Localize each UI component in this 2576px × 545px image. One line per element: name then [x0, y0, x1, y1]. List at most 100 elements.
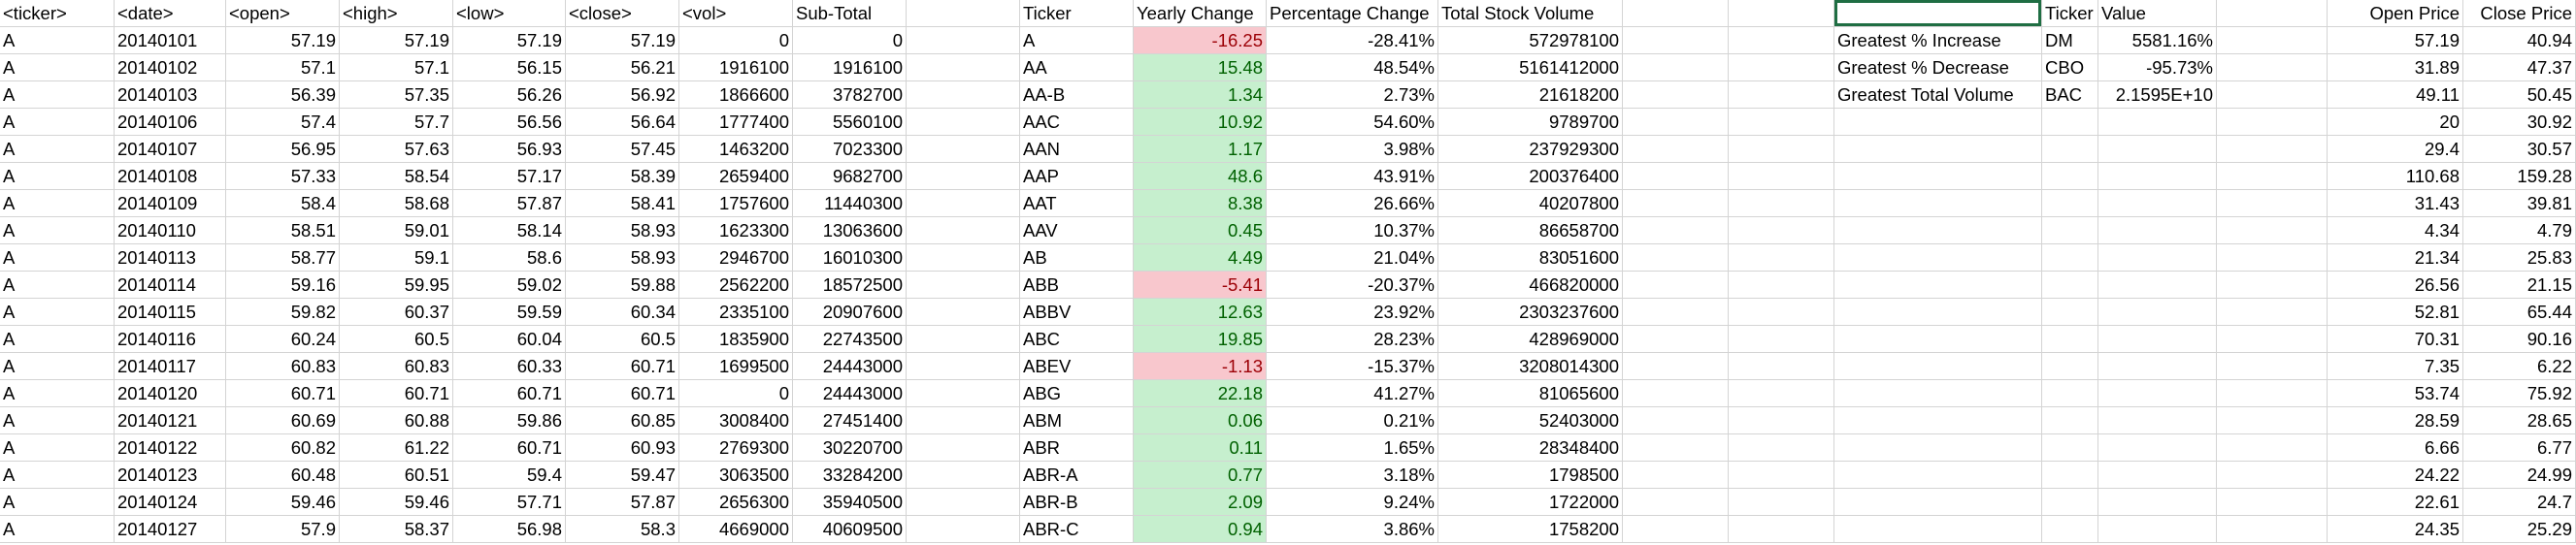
summary-header-cell[interactable]: Total Stock Volume — [1438, 0, 1623, 27]
empty-cell[interactable] — [907, 0, 1020, 27]
stock-cell[interactable]: 60.69 — [226, 407, 340, 434]
empty-cell[interactable] — [1729, 190, 1834, 217]
empty-cell[interactable] — [2098, 190, 2217, 217]
summary-cell[interactable]: 48.54% — [1267, 54, 1438, 81]
stock-cell[interactable]: 20140115 — [115, 299, 226, 326]
empty-cell[interactable] — [2217, 54, 2328, 81]
stock-cell[interactable]: 20140108 — [115, 163, 226, 190]
stock-cell[interactable]: 4669000 — [679, 516, 793, 543]
stock-cell[interactable]: 57.63 — [340, 136, 453, 163]
selected-cell[interactable] — [1834, 0, 2042, 27]
empty-cell[interactable] — [2042, 244, 2098, 272]
stock-cell[interactable]: 20140107 — [115, 136, 226, 163]
empty-cell[interactable] — [2098, 163, 2217, 190]
stock-cell[interactable]: 20140106 — [115, 109, 226, 136]
stock-cell[interactable]: A — [0, 81, 115, 109]
empty-cell[interactable] — [1623, 244, 1729, 272]
stock-cell[interactable]: A — [0, 272, 115, 299]
empty-cell[interactable] — [2042, 272, 2098, 299]
empty-cell[interactable] — [1729, 326, 1834, 353]
stock-cell[interactable]: 0 — [679, 27, 793, 54]
stock-cell[interactable]: 57.71 — [453, 489, 566, 516]
empty-cell[interactable] — [2217, 109, 2328, 136]
stock-cell[interactable]: 1835900 — [679, 326, 793, 353]
empty-cell[interactable] — [907, 489, 1020, 516]
yearly-change-cell[interactable]: -16.25 — [1134, 27, 1267, 54]
stock-cell[interactable]: 1463200 — [679, 136, 793, 163]
summary-cell[interactable]: ABG — [1020, 380, 1134, 407]
greatest-header-cell[interactable]: Value — [2098, 0, 2217, 27]
empty-cell[interactable] — [1834, 489, 2042, 516]
stock-cell[interactable]: 60.5 — [566, 326, 679, 353]
price-cell[interactable]: 21.34 — [2328, 244, 2463, 272]
summary-cell[interactable]: AB — [1020, 244, 1134, 272]
stock-cell[interactable]: 59.95 — [340, 272, 453, 299]
summary-cell[interactable]: 23.92% — [1267, 299, 1438, 326]
stock-cell[interactable]: 58.93 — [566, 217, 679, 244]
yearly-change-cell[interactable]: 0.94 — [1134, 516, 1267, 543]
summary-cell[interactable]: AA — [1020, 54, 1134, 81]
stock-cell[interactable]: 60.82 — [226, 434, 340, 462]
empty-cell[interactable] — [907, 407, 1020, 434]
stock-cell[interactable]: 57.1 — [340, 54, 453, 81]
empty-cell[interactable] — [2217, 353, 2328, 380]
stock-cell[interactable]: 60.04 — [453, 326, 566, 353]
stock-cell[interactable]: A — [0, 407, 115, 434]
price-cell[interactable]: 24.35 — [2328, 516, 2463, 543]
greatest-cell[interactable]: 2.1595E+10 — [2098, 81, 2217, 109]
summary-cell[interactable]: 54.60% — [1267, 109, 1438, 136]
empty-cell[interactable] — [2042, 163, 2098, 190]
empty-cell[interactable] — [1729, 81, 1834, 109]
greatest-cell[interactable]: Greatest % Increase — [1834, 27, 2042, 54]
stock-cell[interactable]: 9682700 — [793, 163, 907, 190]
stock-cell[interactable]: 5560100 — [793, 109, 907, 136]
empty-cell[interactable] — [1623, 516, 1729, 543]
summary-cell[interactable]: -28.41% — [1267, 27, 1438, 54]
empty-cell[interactable] — [1729, 27, 1834, 54]
stock-cell[interactable]: A — [0, 434, 115, 462]
stock-cell[interactable]: A — [0, 136, 115, 163]
price-cell[interactable]: 70.31 — [2328, 326, 2463, 353]
greatest-header-cell[interactable]: Ticker — [2042, 0, 2098, 27]
empty-cell[interactable] — [1623, 462, 1729, 489]
summary-cell[interactable]: 2.73% — [1267, 81, 1438, 109]
empty-cell[interactable] — [2042, 326, 2098, 353]
empty-cell[interactable] — [1729, 217, 1834, 244]
stock-cell[interactable]: 59.02 — [453, 272, 566, 299]
price-cell[interactable]: 6.22 — [2463, 353, 2576, 380]
price-cell[interactable]: 4.34 — [2328, 217, 2463, 244]
stock-cell[interactable]: 59.82 — [226, 299, 340, 326]
empty-cell[interactable] — [907, 434, 1020, 462]
stock-cell[interactable]: 58.54 — [340, 163, 453, 190]
stock-cell[interactable]: A — [0, 299, 115, 326]
empty-cell[interactable] — [2217, 81, 2328, 109]
header-cell[interactable]: <low> — [453, 0, 566, 27]
stock-cell[interactable]: 59.86 — [453, 407, 566, 434]
summary-cell[interactable]: 200376400 — [1438, 163, 1623, 190]
empty-cell[interactable] — [2217, 272, 2328, 299]
stock-cell[interactable]: 60.88 — [340, 407, 453, 434]
empty-cell[interactable] — [907, 353, 1020, 380]
summary-cell[interactable]: 3208014300 — [1438, 353, 1623, 380]
price-cell[interactable]: 47.37 — [2463, 54, 2576, 81]
summary-cell[interactable]: 3.98% — [1267, 136, 1438, 163]
header-cell[interactable]: <date> — [115, 0, 226, 27]
empty-cell[interactable] — [1729, 407, 1834, 434]
stock-cell[interactable]: A — [0, 217, 115, 244]
yearly-change-cell[interactable]: 10.92 — [1134, 109, 1267, 136]
stock-cell[interactable]: 20140127 — [115, 516, 226, 543]
empty-cell[interactable] — [2098, 244, 2217, 272]
empty-cell[interactable] — [1834, 516, 2042, 543]
empty-cell[interactable] — [1729, 0, 1834, 27]
stock-cell[interactable]: 59.1 — [340, 244, 453, 272]
summary-cell[interactable]: 10.37% — [1267, 217, 1438, 244]
empty-cell[interactable] — [2217, 163, 2328, 190]
yearly-change-cell[interactable]: 1.34 — [1134, 81, 1267, 109]
stock-cell[interactable]: 60.37 — [340, 299, 453, 326]
empty-cell[interactable] — [2217, 434, 2328, 462]
price-cell[interactable]: 25.29 — [2463, 516, 2576, 543]
stock-cell[interactable]: A — [0, 489, 115, 516]
empty-cell[interactable] — [2217, 489, 2328, 516]
yearly-change-cell[interactable]: 12.63 — [1134, 299, 1267, 326]
stock-cell[interactable]: 20140113 — [115, 244, 226, 272]
